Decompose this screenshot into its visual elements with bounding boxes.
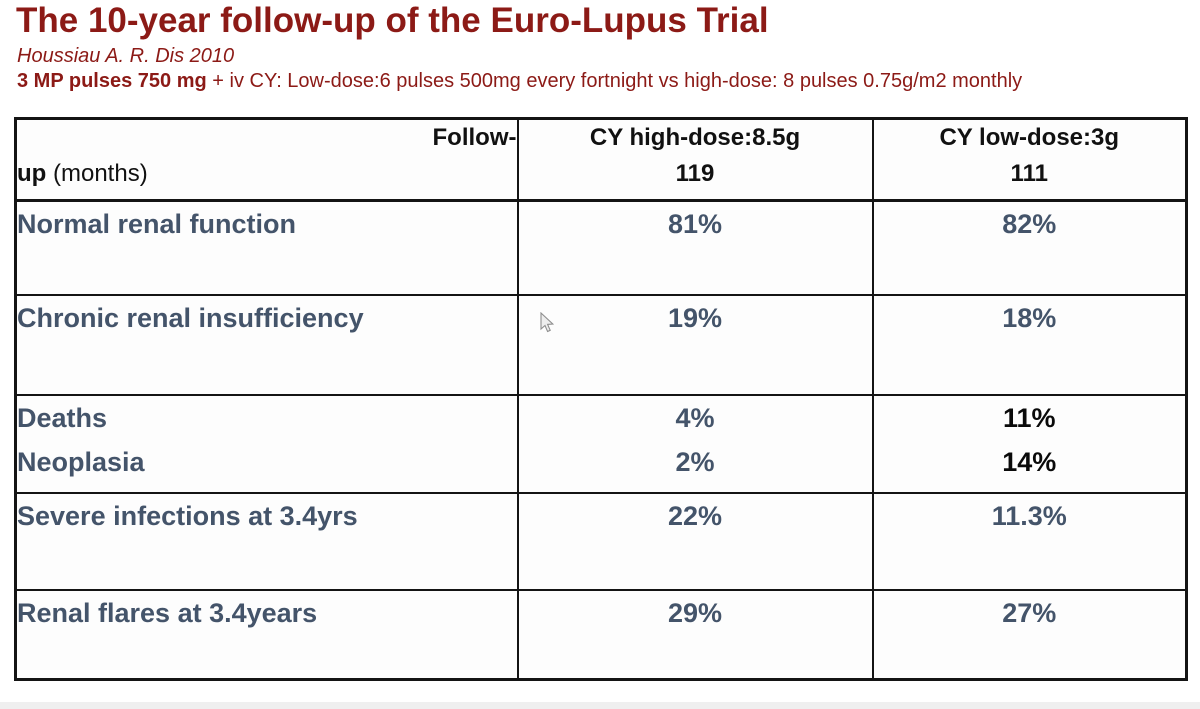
row-label-group: Deaths Neoplasia — [14, 393, 519, 494]
high-dose-value-group: 4% 2% — [516, 393, 874, 494]
high-dose-header-label: CY high-dose:8.5g — [589, 124, 801, 151]
followup-header-line2: up (months) — [17, 156, 517, 192]
high-dose-value: 81% — [516, 199, 874, 296]
low-dose-header-n: 111 — [1010, 160, 1048, 187]
high-dose-value: 29% — [516, 588, 874, 681]
row-label: Renal flares at 3.4years — [14, 588, 519, 681]
followup-header-up: up — [17, 160, 47, 187]
high-dose-deaths-value: 4% — [675, 402, 715, 433]
low-dose-value: 27% — [871, 588, 1188, 681]
low-dose-deaths-value: 11% — [1002, 402, 1056, 433]
table-row-severe-infections: Severe infections at 3.4yrs 22% 11.3% — [14, 491, 1188, 591]
high-dose-neoplasia-value: 2% — [675, 446, 715, 477]
high-dose-header-cell: CY high-dose:8.5g 119 — [516, 117, 874, 202]
followup-header-cell: Follow- up (months) — [14, 117, 519, 202]
citation-line: Houssiau A. R. Dis 2010 — [17, 45, 235, 67]
row-label: Normal renal function — [14, 199, 519, 296]
low-dose-header-label: CY low-dose:3g — [939, 124, 1120, 151]
high-dose-header-n: 119 — [675, 160, 715, 187]
table-header-row: Follow- up (months) CY high-dose:8.5g 11… — [14, 117, 1188, 202]
table-row-normal-renal-function: Normal renal function 81% 82% — [14, 199, 1188, 296]
high-dose-value: 22% — [516, 491, 874, 591]
low-dose-value: 11.3% — [871, 491, 1188, 591]
table-row-chronic-renal-insufficiency: Chronic renal insufficiency 19% 18% — [14, 293, 1188, 396]
row-label: Severe infections at 3.4yrs — [14, 491, 519, 591]
followup-header-months: (months) — [46, 160, 148, 187]
table-row-deaths-neoplasia: Deaths Neoplasia 4% 2% 11% 14% — [14, 393, 1188, 494]
mouse-cursor-icon — [540, 312, 554, 333]
low-dose-header-cell: CY low-dose:3g 111 — [871, 117, 1188, 202]
followup-header-line1: Follow- — [432, 124, 517, 151]
row-label-neoplasia: Neoplasia — [17, 446, 145, 477]
table-row-renal-flares: Renal flares at 3.4years 29% 27% — [14, 588, 1188, 681]
row-label-deaths: Deaths — [17, 402, 108, 433]
slide-title: The 10-year follow-up of the Euro-Lupus … — [16, 1, 769, 40]
regimen-line: 3 MP pulses 750 mg + iv CY: Low-dose:6 p… — [17, 69, 1022, 93]
low-dose-value: 82% — [871, 199, 1188, 296]
low-dose-value: 18% — [871, 293, 1188, 396]
regimen-regular-segment: + iv CY: Low-dose:6 pulses 500mg every f… — [206, 70, 1023, 92]
bottom-edge-strip — [0, 702, 1200, 709]
high-dose-value: 19% — [516, 293, 874, 396]
row-label: Chronic renal insufficiency — [14, 293, 519, 396]
low-dose-value-group: 11% 14% — [871, 393, 1188, 494]
regimen-bold-segment: 3 MP pulses 750 mg — [17, 70, 207, 92]
low-dose-neoplasia-value: 14% — [1002, 446, 1057, 477]
results-table: Follow- up (months) CY high-dose:8.5g 11… — [14, 117, 1188, 681]
